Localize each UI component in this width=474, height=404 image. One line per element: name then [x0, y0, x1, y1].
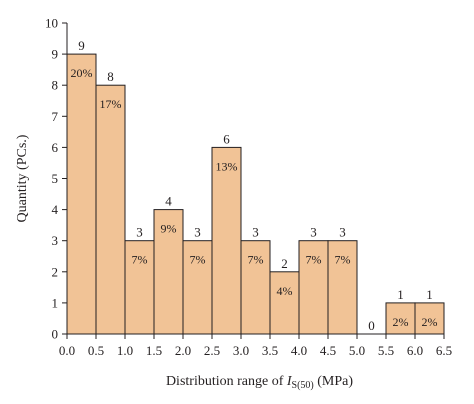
y-tick-label: 5: [52, 171, 59, 186]
bar-count-label: 3: [310, 225, 317, 240]
bar-count-label: 3: [339, 225, 346, 240]
y-axis-label: Quantity (PCs.): [15, 134, 30, 222]
x-axis-label-symbol: I: [286, 374, 293, 389]
bar-12: [414, 302, 445, 335]
bar-count-label: 2: [281, 256, 288, 271]
bar-7: [269, 271, 300, 335]
x-tick-label: 6.0: [407, 343, 423, 358]
bar-percent-label: 7%: [132, 253, 148, 267]
bar-count-label: 4: [165, 194, 172, 209]
x-tick-label: 2.0: [175, 343, 191, 358]
bar-percent-label: 9%: [161, 222, 177, 236]
x-axis-label-subscript: S(50): [292, 380, 314, 391]
x-tick-label: 2.5: [204, 343, 220, 358]
bar-count-label: 9: [78, 38, 85, 53]
bars-group: [66, 53, 445, 335]
bar-count-label: 3: [136, 225, 143, 240]
bar-3: [153, 209, 184, 335]
bar-1: [95, 84, 126, 335]
bar-percent-label: 7%: [306, 253, 322, 267]
bar-count-label: 8: [107, 69, 114, 84]
y-tick-label: 0: [52, 327, 59, 342]
bar-9: [327, 240, 358, 335]
x-tick-label: 3.5: [262, 343, 278, 358]
y-tick-label: 6: [52, 140, 59, 155]
bar-percent-label: 13%: [216, 159, 238, 173]
x-axis-label-prefix: Distribution range of: [166, 374, 287, 389]
x-tick-label: 5.5: [378, 343, 394, 358]
bar-count-label: 1: [397, 287, 404, 302]
bar-count-label: 1: [426, 287, 433, 302]
bar-count-label: 3: [252, 225, 259, 240]
x-tick-label: 1.5: [146, 343, 162, 358]
bar-count-label: 0: [368, 318, 375, 333]
bar-2: [124, 240, 155, 335]
bar-0: [66, 53, 97, 335]
value-labels-group: 9 20% 8 17% 3 7% 4 9% 3 7% 6 13% 3 7% 2 4% 3 7% 3 7% 0 1 2% 1 2%: [71, 38, 438, 333]
bar-percent-label: 17%: [100, 97, 122, 111]
x-tick-label: 4.5: [320, 343, 336, 358]
x-tick-label: 1.0: [117, 343, 133, 358]
x-tick-label: 6.5: [436, 343, 452, 358]
y-tick-label: 7: [52, 109, 59, 124]
bar-count-label: 3: [194, 225, 201, 240]
y-tick-label: 9: [52, 47, 59, 62]
y-tick-label: 8: [52, 78, 59, 93]
bar-count-label: 6: [223, 131, 230, 146]
x-axis-label: Distribution range of IS(50) (MPa): [166, 374, 353, 391]
bar-5: [211, 146, 242, 335]
bar-percent-label: 20%: [71, 66, 93, 80]
bar-percent-label: 7%: [248, 253, 264, 267]
y-tick-label: 1: [52, 295, 59, 310]
y-tick-label: 2: [52, 264, 59, 279]
bar-percent-label: 4%: [277, 284, 293, 298]
x-tick-label: 0.0: [59, 343, 75, 358]
x-tick-label: 3.0: [233, 343, 249, 358]
bar-percent-label: 2%: [422, 315, 438, 329]
y-tick-label: 10: [45, 16, 58, 31]
x-tick-label: 5.0: [349, 343, 365, 358]
x-tick-label: 0.5: [88, 343, 104, 358]
bar-percent-label: 7%: [335, 253, 351, 267]
x-axis-label-suffix: (MPa): [314, 374, 354, 389]
bar-percent-label: 7%: [190, 253, 206, 267]
y-tick-label: 3: [52, 233, 59, 248]
bar-percent-label: 2%: [393, 315, 409, 329]
x-tick-label: 4.0: [291, 343, 307, 358]
y-tick-label: 4: [52, 202, 59, 217]
